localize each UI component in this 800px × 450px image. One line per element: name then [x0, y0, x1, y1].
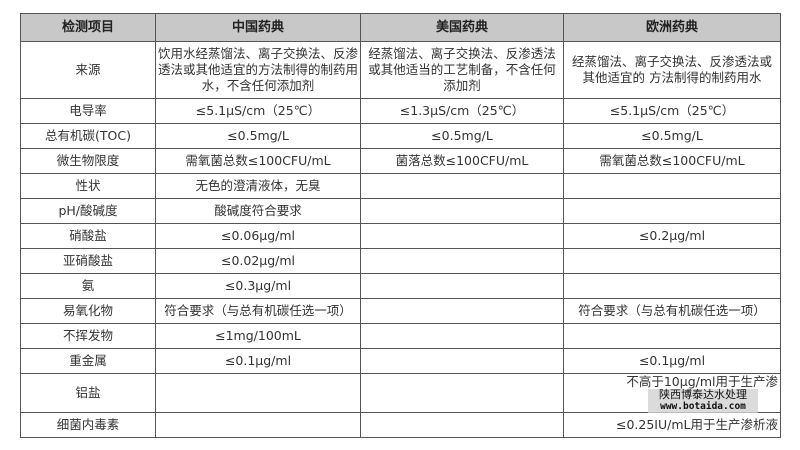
- table-row: 来源 饮用水经蒸馏法、离子交换法、反渗透法或其他适宜的方法制得的制药用水，不含任何…: [20, 41, 781, 99]
- header-china: 中国药典: [155, 13, 361, 42]
- item-name-cell: pH/酸碱度: [20, 198, 156, 224]
- table-row: 总有机碳(TOC) ≤0.5mg/L ≤0.5mg/L ≤0.5mg/L: [20, 123, 781, 149]
- value-cell: ≤0.02μg/ml: [155, 248, 361, 274]
- table-row: 微生物限度 需氧菌总数≤100CFU/mL 菌落总数≤100CFU/mL 需氧菌总数≤…: [20, 148, 781, 174]
- value-cell: ≤0.1μg/ml: [563, 348, 781, 374]
- value-cell: ≤1mg/100mL: [155, 323, 361, 349]
- table-row: 易氧化物 符合要求（与总有机碳任选一项） 符合要求（与总有机碳任选一项）: [20, 298, 781, 324]
- header-row: 检测项目 中国药典 美国药典 欧洲药典: [20, 13, 781, 42]
- table-row: 不挥发物 ≤1mg/100mL: [20, 323, 781, 349]
- value-cell: ≤5.1μS/cm（25℃）: [563, 98, 781, 124]
- value-cell: ≤0.5mg/L: [155, 123, 361, 149]
- value-cell: [360, 248, 564, 274]
- value-cell: [360, 298, 564, 324]
- value-cell: 酸碱度符合要求: [155, 198, 361, 224]
- value-cell: [360, 412, 564, 438]
- value-cell: 饮用水经蒸馏法、离子交换法、反渗透法或其他适宜的方法制得的制药用水，不含任何添加…: [155, 41, 361, 99]
- item-name-cell: 硝酸盐: [20, 223, 156, 249]
- header-item: 检测项目: [20, 13, 156, 42]
- value-cell: [360, 348, 564, 374]
- table-row: pH/酸碱度 酸碱度符合要求: [20, 198, 781, 224]
- watermark: 陕西博泰达水处理 www.botaida.com: [648, 389, 758, 413]
- value-cell: ≤0.25IU/mL用于生产渗析液: [563, 412, 781, 438]
- header-ep: 欧洲药典: [563, 13, 781, 42]
- value-cell: [563, 248, 781, 274]
- value-cell: 无色的澄清液体，无臭: [155, 173, 361, 199]
- value-cell: ≤0.3μg/ml: [155, 273, 361, 299]
- value-cell: ≤0.5mg/L: [563, 123, 781, 149]
- value-cell: [360, 373, 564, 413]
- item-name-cell: 性状: [20, 173, 156, 199]
- table-row: 电导率 ≤5.1μS/cm（25℃） ≤1.3μS/cm（25℃） ≤5.1μS/cm…: [20, 98, 781, 124]
- table-row: 重金属 ≤0.1μg/ml ≤0.1μg/ml: [20, 348, 781, 374]
- value-cell: [360, 173, 564, 199]
- value-cell: 符合要求（与总有机碳任选一项）: [563, 298, 781, 324]
- table-row: 细菌内毒素 ≤0.25IU/mL用于生产渗析液: [20, 412, 781, 438]
- watermark-url: www.botaida.com: [660, 401, 746, 412]
- header-usp: 美国药典: [360, 13, 564, 42]
- value-cell: ≤0.1μg/ml: [155, 348, 361, 374]
- item-name-cell: 重金属: [20, 348, 156, 374]
- value-cell: [360, 323, 564, 349]
- value-cell: ≤1.3μS/cm（25℃）: [360, 98, 564, 124]
- value-cell: 需氧菌总数≤100CFU/mL: [155, 148, 361, 174]
- item-name-cell: 不挥发物: [20, 323, 156, 349]
- value-cell: ≤0.06μg/ml: [155, 223, 361, 249]
- value-cell: [563, 323, 781, 349]
- value-cell: 符合要求（与总有机碳任选一项）: [155, 298, 361, 324]
- item-name-cell: 总有机碳(TOC): [20, 123, 156, 149]
- value-cell: [563, 173, 781, 199]
- item-name-cell: 亚硝酸盐: [20, 248, 156, 274]
- value-cell: ≤5.1μS/cm（25℃）: [155, 98, 361, 124]
- table-row: 氨 ≤0.3μg/ml: [20, 273, 781, 299]
- value-cell: [360, 198, 564, 224]
- value-cell: [155, 373, 361, 413]
- value-cell: [563, 273, 781, 299]
- value-cell: [563, 198, 781, 224]
- value-cell: ≤0.5mg/L: [360, 123, 564, 149]
- value-cell: 需氧菌总数≤100CFU/mL: [563, 148, 781, 174]
- value-cell: [360, 223, 564, 249]
- item-name-cell: 电导率: [20, 98, 156, 124]
- item-name-cell: 来源: [20, 41, 156, 99]
- pharmacopoeia-comparison-table: 检测项目 中国药典 美国药典 欧洲药典 来源 饮用水经蒸馏法、离子交换法、反渗透法…: [20, 13, 781, 438]
- table-row: 硝酸盐 ≤0.06μg/ml ≤0.2μg/ml: [20, 223, 781, 249]
- watermark-name: 陕西博泰达水处理: [659, 388, 747, 401]
- table-row: 性状 无色的澄清液体，无臭: [20, 173, 781, 199]
- item-name-cell: 氨: [20, 273, 156, 299]
- value-cell: 经蒸馏法、离子交换法、反渗透法或其他适宜的 方法制得的制药用水: [563, 41, 781, 99]
- value-cell: [360, 273, 564, 299]
- value-cell: [155, 412, 361, 438]
- value-cell: 菌落总数≤100CFU/mL: [360, 148, 564, 174]
- item-name-cell: 微生物限度: [20, 148, 156, 174]
- item-name-cell: 铝盐: [20, 373, 156, 413]
- value-cell: 经蒸馏法、离子交换法、反渗透法或其他适当的工艺制备，不含任何添加剂: [360, 41, 564, 99]
- table-row: 亚硝酸盐 ≤0.02μg/ml: [20, 248, 781, 274]
- item-name-cell: 细菌内毒素: [20, 412, 156, 438]
- value-cell: ≤0.2μg/ml: [563, 223, 781, 249]
- item-name-cell: 易氧化物: [20, 298, 156, 324]
